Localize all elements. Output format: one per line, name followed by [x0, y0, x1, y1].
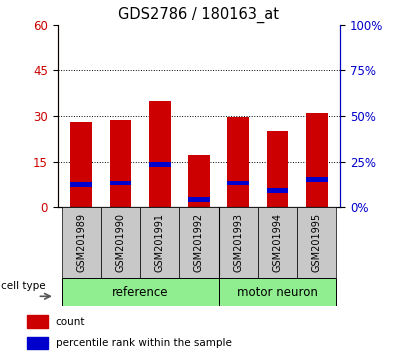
- Text: reference: reference: [112, 286, 168, 298]
- Bar: [27, 337, 48, 349]
- Bar: [267, 188, 288, 193]
- Text: percentile rank within the sample: percentile rank within the sample: [56, 338, 232, 348]
- Bar: [62, 278, 219, 306]
- Text: GSM201990: GSM201990: [115, 213, 125, 272]
- Text: GSM201991: GSM201991: [155, 213, 165, 272]
- Bar: [227, 181, 249, 185]
- Bar: [306, 177, 328, 182]
- Bar: [140, 207, 179, 278]
- Text: cell type: cell type: [1, 281, 46, 291]
- Bar: [188, 155, 210, 207]
- Bar: [70, 182, 92, 187]
- Text: GSM201994: GSM201994: [273, 213, 283, 272]
- Bar: [149, 101, 171, 207]
- Bar: [306, 113, 328, 207]
- Bar: [101, 207, 140, 278]
- Bar: [297, 207, 336, 278]
- Bar: [70, 122, 92, 207]
- Bar: [188, 197, 210, 202]
- Bar: [258, 207, 297, 278]
- Bar: [149, 162, 171, 167]
- Bar: [219, 278, 336, 306]
- Bar: [179, 207, 219, 278]
- Bar: [110, 181, 131, 185]
- Bar: [267, 131, 288, 207]
- Bar: [227, 118, 249, 207]
- Bar: [62, 207, 101, 278]
- Text: GSM201992: GSM201992: [194, 213, 204, 272]
- Text: GSM201989: GSM201989: [76, 213, 86, 272]
- Bar: [219, 207, 258, 278]
- Title: GDS2786 / 180163_at: GDS2786 / 180163_at: [119, 7, 279, 23]
- Text: GSM201995: GSM201995: [312, 213, 322, 272]
- Bar: [27, 315, 48, 328]
- Bar: [110, 120, 131, 207]
- Text: motor neuron: motor neuron: [237, 286, 318, 298]
- Text: count: count: [56, 317, 85, 327]
- Text: GSM201993: GSM201993: [233, 213, 243, 272]
